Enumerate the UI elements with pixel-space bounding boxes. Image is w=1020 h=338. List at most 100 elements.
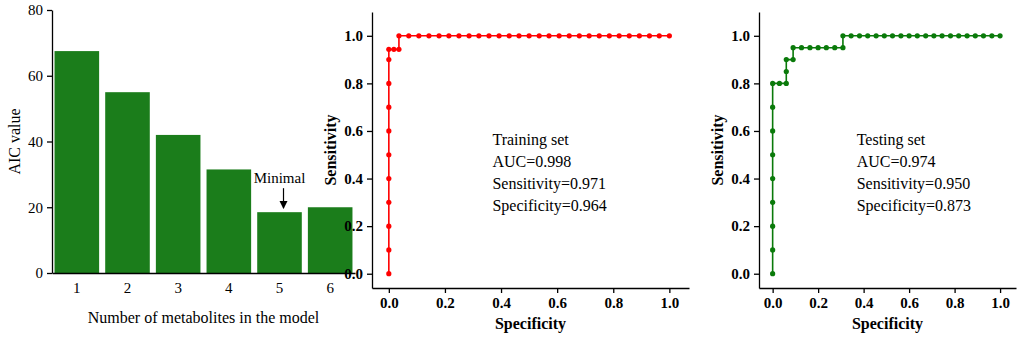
tick-mark: [1000, 288, 1001, 293]
tick-label: 0.4: [731, 171, 750, 187]
bars: [55, 51, 353, 273]
tick-mark: [954, 288, 955, 293]
tick: 1.0: [991, 288, 1010, 311]
tick-mark: [367, 274, 372, 275]
y-axis-line: [372, 13, 373, 289]
marker: [898, 33, 903, 38]
tick-mark: [47, 273, 52, 274]
marker: [915, 33, 920, 38]
tick-mark: [557, 288, 558, 293]
marker: [777, 81, 782, 86]
marker: [770, 247, 775, 252]
figure: 020406080123456Number of metabolites in …: [0, 0, 1020, 338]
tick-mark: [754, 274, 759, 275]
marker: [770, 176, 775, 181]
annotation: Sensitivity=0.971: [492, 175, 605, 193]
tick: 2: [124, 273, 132, 296]
marker: [537, 33, 542, 38]
marker: [546, 33, 551, 38]
tick-mark: [367, 226, 372, 227]
tick-label: 0.6: [344, 123, 363, 139]
x-axis-line: [53, 273, 356, 274]
marker: [476, 33, 481, 38]
tick-mark: [367, 178, 372, 179]
marker: [784, 81, 789, 86]
tick: 0.4: [731, 171, 759, 187]
marker: [657, 33, 662, 38]
tick-mark: [367, 83, 372, 84]
tick: 60: [28, 68, 52, 84]
x-axis: 0.00.20.40.60.81.0: [760, 288, 1017, 311]
annotation: AUC=0.974: [857, 153, 936, 170]
annotation: Specificity=0.964: [492, 197, 606, 215]
annotation: Sensitivity=0.950: [857, 175, 970, 193]
marker: [386, 47, 391, 52]
marker: [784, 69, 789, 74]
marker: [386, 176, 391, 181]
tick: 0.6: [548, 288, 567, 311]
marker: [567, 33, 572, 38]
tick-mark: [754, 36, 759, 37]
series: [770, 33, 1003, 276]
tick-mark: [909, 288, 910, 293]
y-axis: 020406080: [28, 2, 53, 281]
tick: 0.8: [946, 288, 965, 311]
tick-mark: [863, 288, 864, 293]
tick-label: 0.8: [731, 76, 750, 92]
line-chart: 0.00.20.40.60.81.00.00.20.40.60.81.0Spec…: [709, 13, 1017, 334]
tick-mark: [367, 36, 372, 37]
tick-mark: [389, 288, 390, 293]
bar: [257, 212, 302, 273]
marker: [456, 33, 461, 38]
tick: 5: [276, 273, 284, 296]
tick-label: 6: [326, 280, 334, 296]
marker: [406, 33, 411, 38]
tick-label: 0.4: [492, 295, 511, 311]
tick-label: 0.2: [731, 218, 750, 234]
marker: [791, 57, 796, 62]
tick: 0.2: [809, 288, 828, 311]
tick-mark: [47, 10, 52, 11]
tick-label: 0.4: [344, 171, 363, 187]
tick-label: 0.2: [344, 218, 363, 234]
marker: [770, 271, 775, 276]
tick-mark: [501, 288, 502, 293]
tick: 4: [225, 273, 233, 296]
tick-mark: [754, 226, 759, 227]
marker: [849, 33, 854, 38]
marker: [865, 33, 870, 38]
tick: 1.0: [660, 288, 679, 311]
marker: [799, 45, 804, 50]
tick-label: 1.0: [660, 295, 679, 311]
marker: [770, 224, 775, 229]
tick-label: 1.0: [731, 28, 750, 44]
tick: 0.4: [492, 288, 511, 311]
tick-label: 40: [28, 134, 43, 150]
tick: 40: [28, 134, 52, 150]
x-axis-line: [760, 288, 1017, 289]
marker: [965, 33, 970, 38]
marker: [486, 33, 491, 38]
bar: [105, 92, 150, 273]
marker: [577, 33, 582, 38]
marker: [386, 247, 391, 252]
tick-mark: [367, 131, 372, 132]
tick-label: 0.2: [809, 295, 828, 311]
bar: [207, 169, 252, 273]
x-axis-line: [373, 288, 690, 289]
marker: [386, 200, 391, 205]
marker: [386, 105, 391, 110]
tick-label: 1.0: [991, 295, 1010, 311]
tick-label: 0.8: [604, 295, 623, 311]
tick-mark: [47, 76, 52, 77]
marker: [607, 33, 612, 38]
tick-mark: [47, 141, 52, 142]
tick-label: 5: [276, 280, 284, 296]
tick-label: 0.6: [548, 295, 567, 311]
y-axis-line: [52, 11, 53, 274]
marker: [907, 33, 912, 38]
tick-label: 0.0: [764, 295, 783, 311]
tick-mark: [47, 207, 52, 208]
marker: [637, 33, 642, 38]
tick-mark: [772, 288, 773, 293]
